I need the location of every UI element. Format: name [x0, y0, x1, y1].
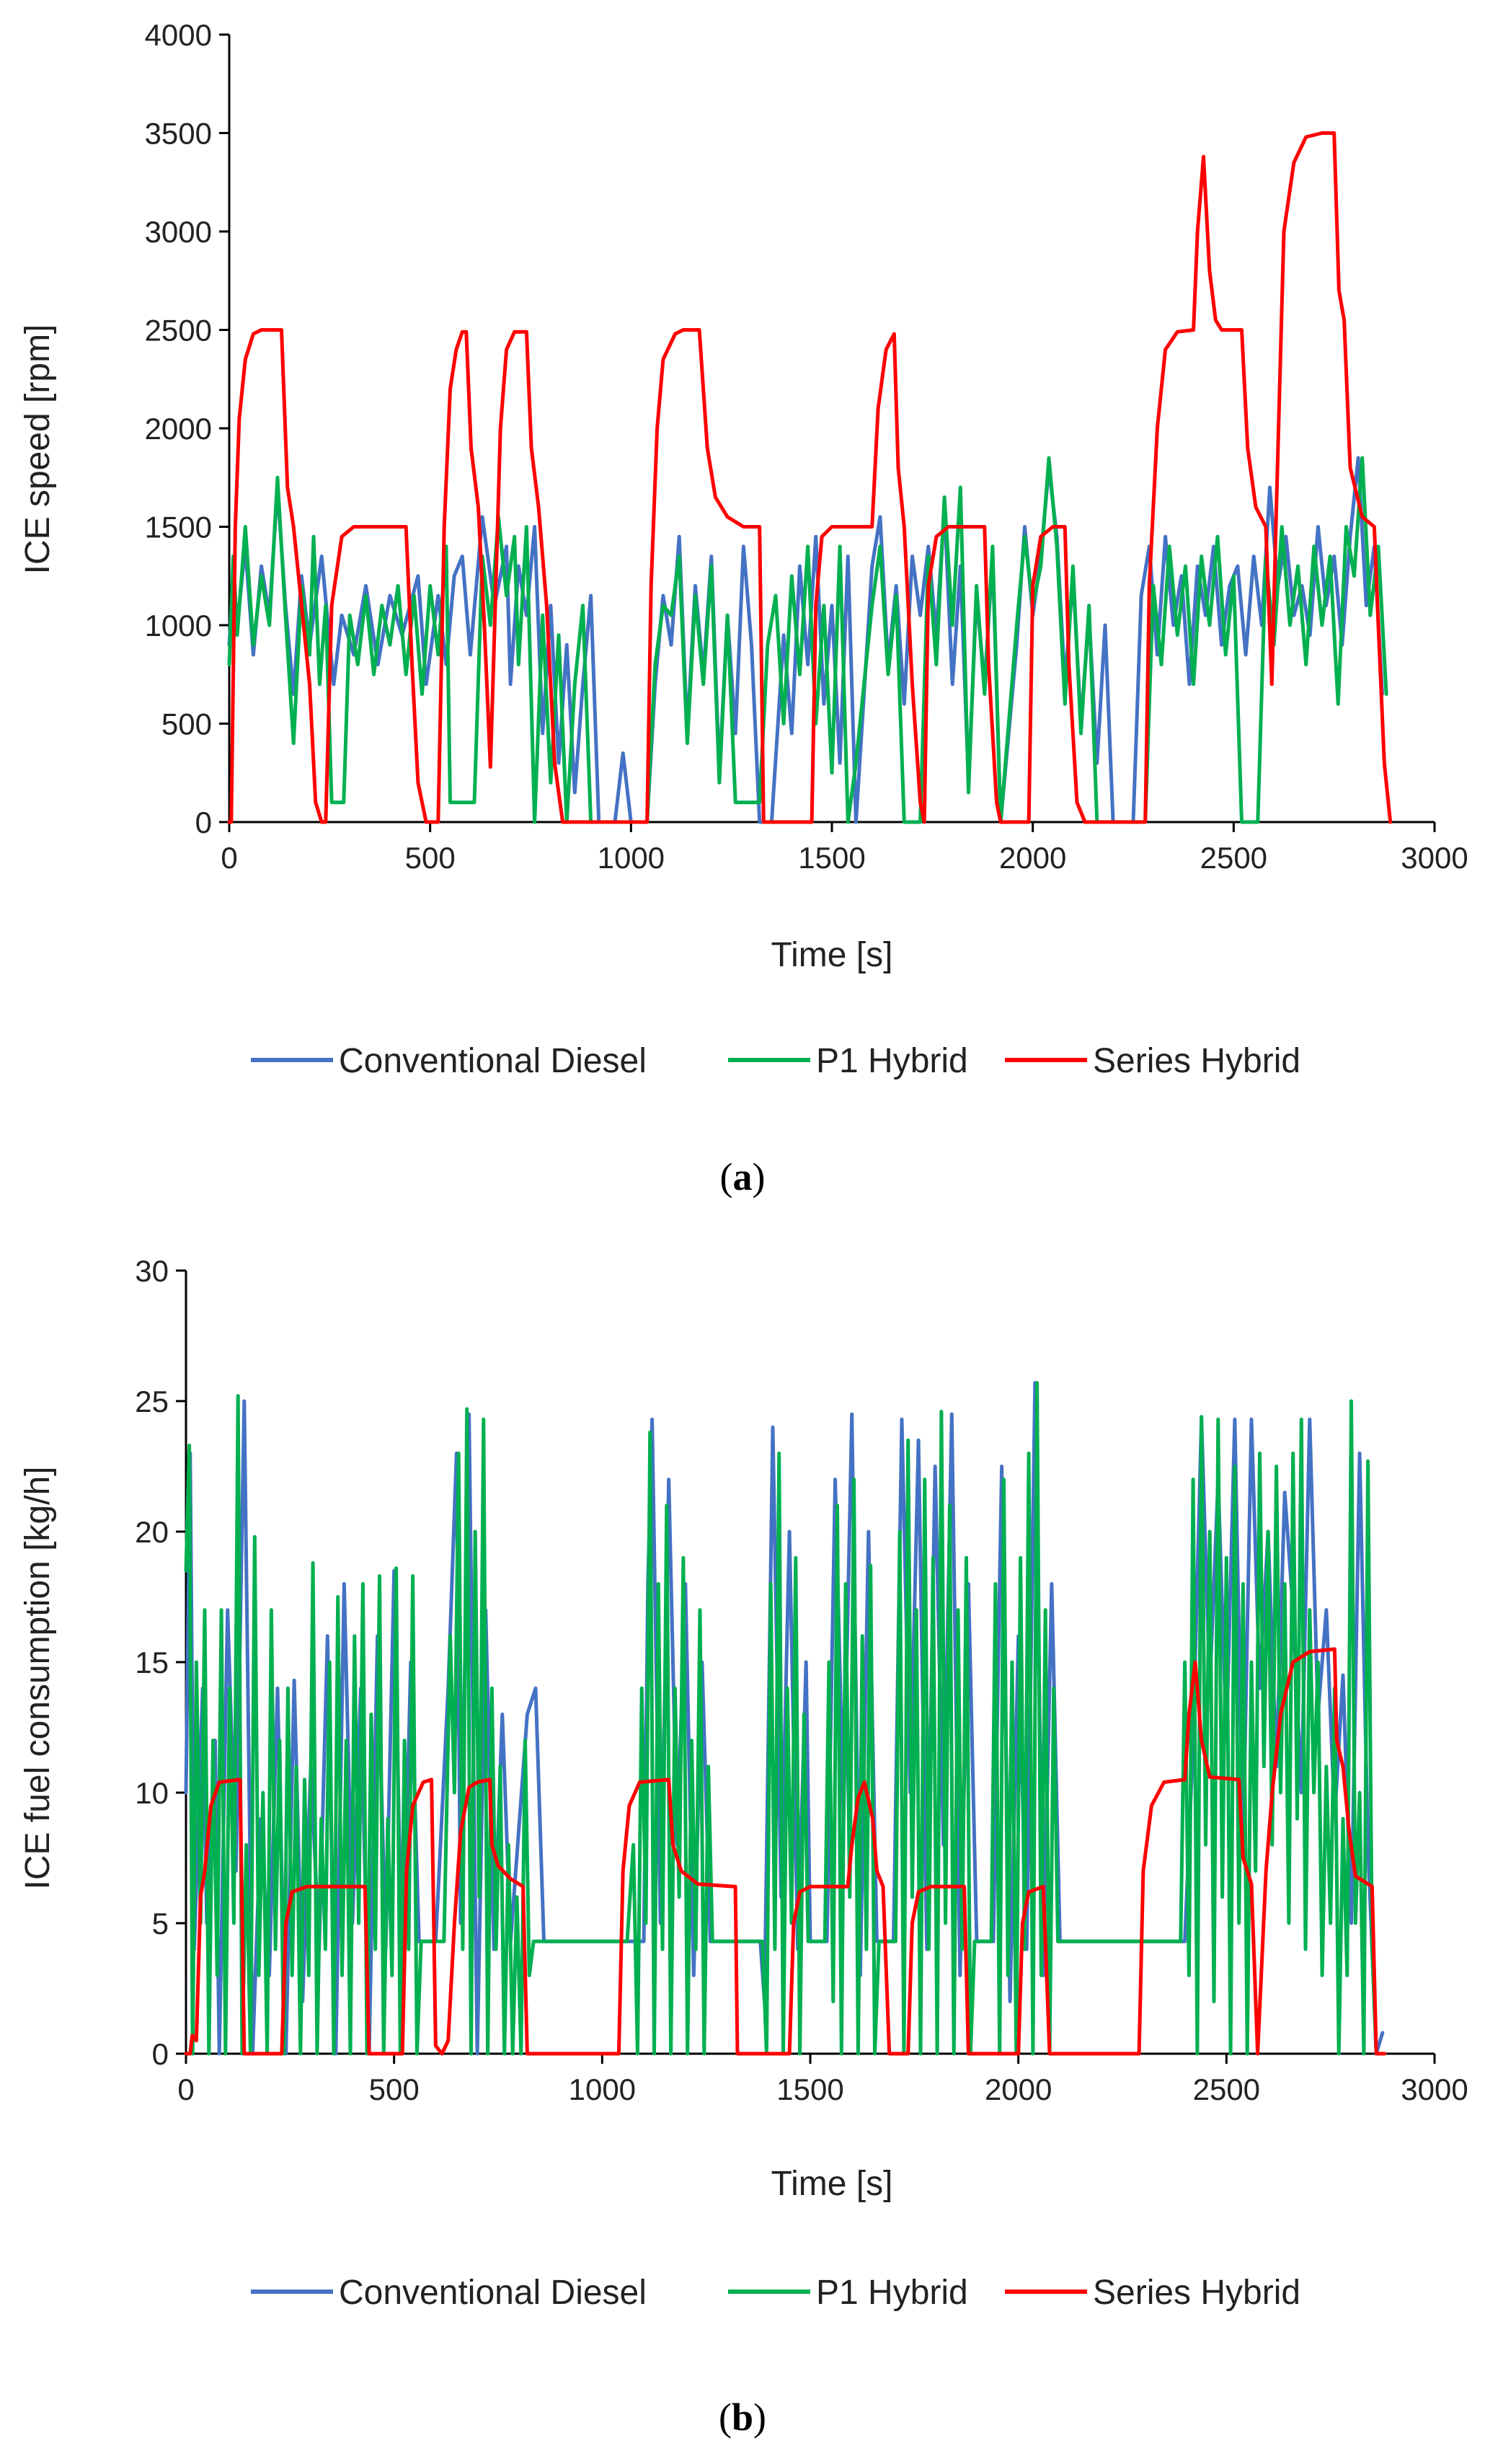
- panel-a-axes: 0 500 1000 1500 2000 2500 3000 3500 4000 0 500 1000…: [145, 18, 1468, 875]
- panel-a-x-tick-label: 1500: [798, 841, 865, 875]
- panel-a-series-conventional-diesel-line: [227, 456, 1384, 824]
- panel-b-x-tick-label: 1000: [569, 2072, 636, 2106]
- panel-b-y-tick-label: 30: [135, 1254, 169, 1288]
- panel-b-caption-close: ): [753, 2395, 766, 2439]
- panel-a-caption-open: (: [720, 1155, 733, 1198]
- panel-a-y-tick-label: 0: [195, 805, 212, 839]
- panel-b-x-tick-label: 2000: [985, 2072, 1052, 2106]
- panel-b-y-tick-label: 25: [135, 1385, 169, 1418]
- panel-b-series-p1-hybrid-line: [184, 1381, 1378, 2056]
- panel-a-y-tick-label: 4000: [145, 18, 212, 52]
- panel-a-y-tick-label: 2000: [145, 412, 212, 446]
- panel-b-series-lines: [184, 1381, 1387, 2056]
- panel-b-y-tick-label: 20: [135, 1515, 169, 1549]
- panel-a-x-tick-label: 2500: [1200, 841, 1267, 875]
- panel-a-ice-speed-chart: 0 500 1000 1500 2000 2500 3000 3500 4000 0 500 1000…: [19, 18, 1468, 1198]
- panel-b-fuel-consumption-chart: 0 5 10 15 20 25 30 0 500 1000 1500 2000 2500 3000 Tim…: [19, 1254, 1468, 2439]
- panel-b-x-tick-label: 500: [369, 2072, 420, 2106]
- panel-a-caption: (a): [720, 1155, 766, 1198]
- panel-b-x-tick-label: 3000: [1401, 2072, 1468, 2106]
- panel-a-y-axis-title: ICE speed [rpm]: [19, 324, 57, 575]
- panel-b-y-tick-label: 10: [135, 1776, 169, 1810]
- panel-a-series-lines: [227, 131, 1393, 824]
- panel-a-x-tick-label: 0: [221, 841, 237, 875]
- panel-a-y-tick-label: 500: [161, 707, 212, 741]
- panel-b-legend-label-conventional-diesel: Conventional Diesel: [339, 2274, 647, 2312]
- panel-a-legend-label-series-hybrid: Series Hybrid: [1093, 1042, 1300, 1080]
- panel-a-y-tick-label: 1500: [145, 511, 212, 544]
- panel-a-x-tick-label: 500: [405, 841, 456, 875]
- panel-b-y-tick-label: 5: [152, 1907, 169, 1940]
- panel-b-caption: (b): [719, 2395, 766, 2439]
- panel-b-x-axis-title: Time [s]: [771, 2165, 893, 2203]
- panel-b-caption-open: (: [719, 2395, 732, 2439]
- panel-b-caption-letter: b: [732, 2395, 753, 2439]
- panel-a-x-axis-title: Time [s]: [771, 936, 893, 974]
- panel-a-series-series-hybrid-line: [227, 131, 1393, 824]
- panel-a-caption-close: ): [753, 1155, 766, 1198]
- panel-b-x-tick-label: 2500: [1193, 2072, 1260, 2106]
- panel-b-axes: 0 5 10 15 20 25 30 0 500 1000 1500 2000 2500 3000: [135, 1254, 1468, 2106]
- panel-a-y-tick-label: 1000: [145, 609, 212, 643]
- panel-b-legend-label-p1-hybrid: P1 Hybrid: [816, 2274, 968, 2312]
- panel-b-series-series-hybrid-line: [184, 1647, 1387, 2056]
- panel-a-x-tick-label: 2000: [999, 841, 1066, 875]
- panel-a-x-tick-label: 3000: [1401, 841, 1468, 875]
- panel-b-legend: Conventional Diesel P1 Hybrid Series Hyb…: [251, 2274, 1300, 2312]
- panel-b-y-axis-title: ICE fuel consumption [kg/h]: [19, 1467, 57, 1890]
- panel-b-x-tick-label: 0: [177, 2072, 194, 2106]
- panel-a-legend-label-p1-hybrid: P1 Hybrid: [816, 1042, 968, 1080]
- panel-b-legend-label-series-hybrid: Series Hybrid: [1093, 2274, 1300, 2312]
- panel-b-y-tick-label: 15: [135, 1646, 169, 1679]
- panel-a-legend: Conventional Diesel P1 Hybrid Series Hyb…: [251, 1042, 1300, 1080]
- panel-a-y-tick-label: 2500: [145, 314, 212, 348]
- panel-a-caption-letter: a: [733, 1155, 753, 1198]
- panel-a-y-tick-label: 3500: [145, 117, 212, 151]
- panel-b-x-tick-label: 1500: [776, 2072, 843, 2106]
- panel-a-x-tick-label: 1000: [598, 841, 665, 875]
- panel-a-series-p1-hybrid-line: [227, 456, 1388, 824]
- panel-a-y-tick-label: 3000: [145, 215, 212, 249]
- panel-a-legend-label-conventional-diesel: Conventional Diesel: [339, 1042, 647, 1080]
- panel-b-y-tick-label: 0: [152, 2037, 169, 2071]
